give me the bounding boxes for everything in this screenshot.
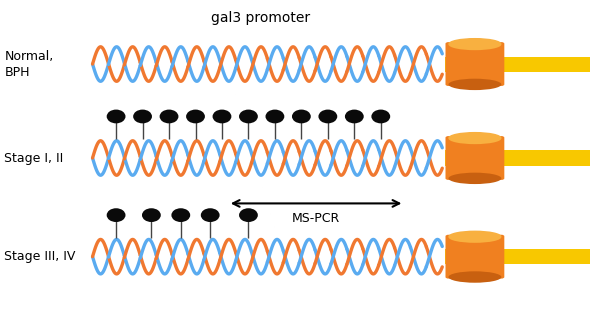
Ellipse shape bbox=[186, 110, 205, 123]
Ellipse shape bbox=[292, 110, 311, 123]
FancyBboxPatch shape bbox=[501, 150, 590, 166]
Ellipse shape bbox=[449, 39, 501, 50]
FancyBboxPatch shape bbox=[449, 237, 501, 276]
Text: gal3 promoter: gal3 promoter bbox=[210, 11, 310, 25]
Ellipse shape bbox=[107, 208, 125, 222]
Ellipse shape bbox=[449, 231, 501, 243]
Ellipse shape bbox=[265, 110, 284, 123]
Text: Stage I, II: Stage I, II bbox=[4, 151, 64, 165]
FancyBboxPatch shape bbox=[501, 57, 590, 71]
Text: MS-PCR: MS-PCR bbox=[292, 212, 340, 225]
Ellipse shape bbox=[449, 173, 501, 184]
Ellipse shape bbox=[449, 132, 501, 143]
Ellipse shape bbox=[345, 110, 363, 123]
Ellipse shape bbox=[142, 208, 161, 222]
FancyBboxPatch shape bbox=[449, 45, 501, 83]
FancyBboxPatch shape bbox=[446, 57, 475, 71]
Text: Normal,
BPH: Normal, BPH bbox=[4, 50, 54, 79]
Ellipse shape bbox=[133, 110, 152, 123]
Text: Stage III, IV: Stage III, IV bbox=[4, 250, 76, 263]
Ellipse shape bbox=[171, 208, 190, 222]
Ellipse shape bbox=[160, 110, 178, 123]
FancyBboxPatch shape bbox=[449, 138, 501, 178]
Ellipse shape bbox=[449, 133, 501, 144]
FancyBboxPatch shape bbox=[501, 249, 590, 264]
Ellipse shape bbox=[213, 110, 232, 123]
FancyBboxPatch shape bbox=[446, 249, 475, 264]
FancyBboxPatch shape bbox=[446, 235, 504, 279]
Ellipse shape bbox=[201, 208, 220, 222]
Ellipse shape bbox=[239, 208, 258, 222]
Ellipse shape bbox=[371, 110, 390, 123]
Ellipse shape bbox=[449, 79, 501, 90]
Ellipse shape bbox=[449, 231, 501, 242]
FancyBboxPatch shape bbox=[446, 150, 475, 166]
Ellipse shape bbox=[449, 38, 501, 49]
Ellipse shape bbox=[449, 271, 501, 283]
FancyBboxPatch shape bbox=[446, 136, 504, 180]
FancyBboxPatch shape bbox=[446, 42, 504, 86]
Ellipse shape bbox=[107, 110, 125, 123]
Ellipse shape bbox=[239, 110, 258, 123]
Ellipse shape bbox=[319, 110, 337, 123]
